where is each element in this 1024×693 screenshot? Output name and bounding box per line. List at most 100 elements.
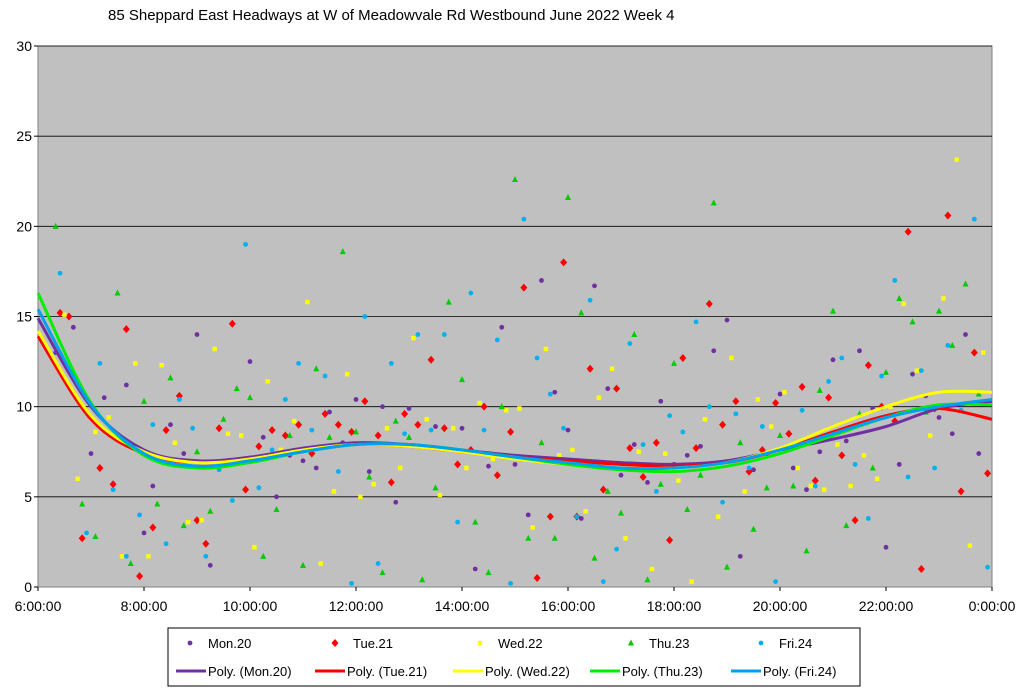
- data-point: [791, 466, 796, 471]
- legend-label: Poly. (Mon.20): [208, 664, 292, 679]
- data-point: [150, 484, 155, 489]
- data-point: [875, 477, 879, 481]
- data-point: [835, 442, 839, 446]
- data-point: [716, 514, 720, 518]
- data-point: [968, 543, 972, 547]
- data-point: [884, 545, 889, 550]
- y-tick-label: 20: [16, 218, 32, 234]
- x-tick-label: 0:00:00: [969, 598, 1016, 614]
- data-point: [645, 480, 650, 485]
- data-point: [853, 462, 858, 467]
- data-point: [729, 356, 733, 360]
- data-point: [477, 401, 481, 405]
- data-point: [150, 422, 155, 427]
- data-point: [362, 314, 367, 319]
- data-point: [725, 318, 730, 323]
- data-point: [941, 296, 945, 300]
- data-point: [230, 498, 235, 503]
- legend-label: Fri.24: [779, 636, 812, 651]
- data-point: [848, 484, 852, 488]
- y-tick-label: 0: [24, 579, 32, 595]
- data-point: [354, 397, 359, 402]
- data-point: [111, 487, 116, 492]
- data-point: [720, 500, 725, 505]
- data-point: [433, 424, 438, 429]
- data-point: [985, 565, 990, 570]
- data-point: [937, 415, 942, 420]
- data-point: [58, 271, 63, 276]
- data-point: [274, 494, 279, 499]
- data-point: [186, 520, 190, 524]
- data-point: [733, 411, 738, 416]
- data-point: [689, 579, 693, 583]
- data-point: [203, 554, 208, 559]
- data-point: [614, 547, 619, 552]
- data-point: [376, 561, 381, 566]
- data-point: [839, 356, 844, 361]
- data-point: [901, 302, 905, 306]
- data-point: [212, 347, 216, 351]
- data-point: [226, 432, 230, 436]
- data-point: [336, 469, 341, 474]
- data-point: [464, 466, 468, 470]
- data-point: [455, 520, 460, 525]
- x-tick-label: 8:00:00: [121, 598, 168, 614]
- data-point: [817, 449, 822, 454]
- data-point: [963, 332, 968, 337]
- data-point: [521, 217, 526, 222]
- data-point: [879, 374, 884, 379]
- data-point: [756, 397, 760, 401]
- data-point: [332, 489, 336, 493]
- legend-marker: [759, 641, 764, 646]
- x-tick-label: 12:00:00: [329, 598, 384, 614]
- data-point: [393, 500, 398, 505]
- data-point: [932, 466, 937, 471]
- data-point: [795, 466, 799, 470]
- y-tick-label: 25: [16, 128, 32, 144]
- data-point: [601, 579, 606, 584]
- legend-label: Mon.20: [208, 636, 251, 651]
- data-point: [654, 489, 659, 494]
- data-point: [778, 392, 783, 397]
- data-point: [62, 312, 66, 316]
- data-point: [137, 512, 142, 517]
- data-point: [407, 406, 412, 411]
- data-point: [782, 390, 786, 394]
- chart-title: 85 Sheppard East Headways at W of Meadow…: [108, 7, 674, 24]
- data-point: [597, 395, 601, 399]
- data-point: [658, 399, 663, 404]
- data-point: [142, 531, 147, 536]
- data-point: [508, 581, 513, 586]
- data-point: [389, 361, 394, 366]
- data-point: [349, 581, 354, 586]
- x-axis-ticks: 6:00:00 8:00:00 10:00:00 12:00:00 14:00:00 16…: [15, 587, 1016, 614]
- data-point: [981, 350, 985, 354]
- data-point: [208, 563, 213, 568]
- data-point: [561, 426, 566, 431]
- data-point: [954, 157, 958, 161]
- data-point: [371, 482, 375, 486]
- data-point: [305, 300, 309, 304]
- data-point: [124, 554, 129, 559]
- data-point: [499, 325, 504, 330]
- data-point: [168, 422, 173, 427]
- data-point: [844, 439, 849, 444]
- data-point: [181, 451, 186, 456]
- data-point: [742, 489, 746, 493]
- y-axis-ticks: 0 5 10 15 20 25 30: [16, 38, 38, 595]
- data-point: [256, 485, 261, 490]
- data-point: [438, 493, 442, 497]
- y-tick-label: 10: [16, 399, 32, 415]
- data-point: [97, 361, 102, 366]
- data-point: [906, 475, 911, 480]
- data-point: [857, 348, 862, 353]
- x-tick-label: 16:00:00: [541, 598, 596, 614]
- data-point: [89, 451, 94, 456]
- data-point: [747, 466, 752, 471]
- data-point: [177, 397, 182, 402]
- data-point: [173, 441, 177, 445]
- data-point: [323, 374, 328, 379]
- data-point: [124, 383, 129, 388]
- x-tick-label: 22:00:00: [859, 598, 914, 614]
